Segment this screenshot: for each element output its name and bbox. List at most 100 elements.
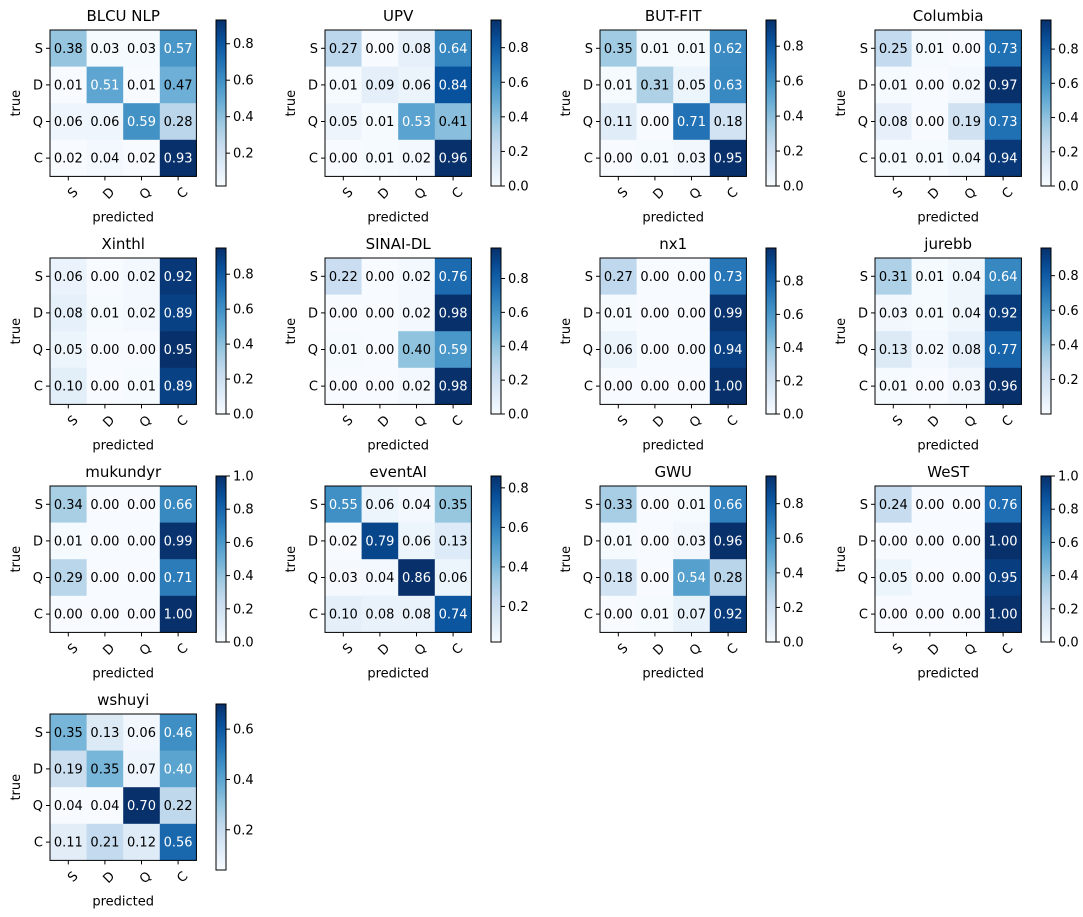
cell-value: 0.01 bbox=[329, 78, 358, 93]
cell-value: 0.09 bbox=[365, 78, 394, 93]
heatmap-cell bbox=[875, 522, 912, 560]
x-tick-label: D bbox=[100, 869, 118, 887]
heatmap-cell bbox=[709, 331, 747, 369]
heatmap-cell bbox=[325, 486, 362, 523]
cell-value: 0.10 bbox=[54, 380, 83, 395]
x-tick-label: Q bbox=[137, 869, 155, 887]
y-tick-label: D bbox=[308, 306, 318, 321]
heatmap-cell bbox=[325, 294, 362, 332]
heatmap-cell bbox=[911, 559, 949, 597]
cell-value: 0.00 bbox=[329, 380, 358, 395]
colorbar-tick-label: 0.8 bbox=[783, 275, 804, 290]
cell-value: 0.62 bbox=[714, 42, 743, 57]
cell-value: 0.35 bbox=[90, 762, 119, 777]
x-tick-label: S bbox=[65, 641, 81, 657]
cell-value: 0.19 bbox=[54, 762, 83, 777]
heatmap-cell bbox=[159, 66, 197, 104]
colorbar-tick-label: 0.6 bbox=[233, 74, 254, 89]
x-axis-label: predicted bbox=[917, 666, 979, 681]
cell-value: 0.96 bbox=[714, 534, 743, 549]
heatmap-cell bbox=[123, 750, 161, 788]
heatmap-cell bbox=[50, 367, 87, 405]
x-tick-label: Q bbox=[962, 185, 980, 203]
x-tick-label: S bbox=[890, 185, 906, 201]
cell-value: 0.00 bbox=[90, 270, 119, 285]
cell-value: 0.02 bbox=[127, 306, 156, 321]
y-axis-label: true bbox=[284, 318, 299, 345]
y-axis-label: true bbox=[834, 90, 849, 117]
cell-value: 0.56 bbox=[164, 836, 193, 851]
heatmap-cell bbox=[361, 30, 399, 67]
x-tick-label: Q bbox=[412, 413, 430, 431]
cell-value: 0.00 bbox=[952, 42, 981, 57]
cell-value: 0.22 bbox=[329, 270, 358, 285]
y-tick-label: S bbox=[35, 270, 43, 285]
heatmap-cell bbox=[123, 367, 161, 405]
cell-value: 0.66 bbox=[714, 498, 743, 513]
cell-value: 0.04 bbox=[90, 799, 119, 814]
colorbar-tick-label: 0.6 bbox=[1058, 77, 1079, 92]
confusion-matrix-panel: nx1 0.27 0.00 0.00 0.73 0.01 0.00 0.00 0.99 0.06 0… bbox=[559, 228, 820, 456]
heatmap-cell bbox=[709, 559, 747, 597]
heatmap-cell bbox=[159, 714, 197, 751]
heatmap-cell bbox=[123, 823, 161, 861]
heatmap-cell bbox=[398, 30, 436, 67]
x-tick-label: S bbox=[890, 413, 906, 429]
heatmap-cell bbox=[434, 522, 472, 560]
heatmap-cell bbox=[984, 258, 1022, 295]
cell-value: 0.01 bbox=[879, 152, 908, 167]
heatmap-cell bbox=[673, 294, 711, 332]
heatmap-cell bbox=[50, 750, 87, 788]
colorbar-tick-label: 0.6 bbox=[233, 303, 254, 318]
heatmap-cell bbox=[86, 367, 124, 405]
heatmap-cell bbox=[600, 30, 637, 67]
x-tick-label: S bbox=[615, 185, 631, 201]
y-tick-label: Q bbox=[308, 571, 318, 586]
cell-value: 0.66 bbox=[164, 498, 193, 513]
cell-value: 0.28 bbox=[164, 115, 193, 130]
cell-value: 1.00 bbox=[989, 608, 1018, 623]
cell-value: 0.64 bbox=[989, 270, 1018, 285]
y-tick-label: S bbox=[310, 270, 318, 285]
colorbar-tick-label: 0.4 bbox=[233, 110, 254, 125]
heatmap-cell bbox=[434, 331, 472, 369]
y-axis-label: true bbox=[834, 546, 849, 573]
x-tick-label: Q bbox=[137, 641, 155, 659]
heatmap-cell bbox=[636, 331, 674, 369]
cell-value: 0.02 bbox=[54, 152, 83, 167]
y-tick-label: D bbox=[858, 78, 868, 93]
cell-value: 0.28 bbox=[714, 571, 743, 586]
heatmap-cell bbox=[159, 139, 197, 177]
heatmap-cell bbox=[86, 787, 124, 825]
cell-value: 0.57 bbox=[164, 42, 193, 57]
heatmap-cell bbox=[600, 139, 637, 177]
y-tick-label: D bbox=[858, 534, 868, 549]
cell-value: 0.01 bbox=[640, 608, 669, 623]
x-axis-label: predicted bbox=[92, 438, 154, 453]
x-tick-label: C bbox=[174, 413, 191, 430]
colorbar-tick-label: 0.0 bbox=[508, 408, 529, 423]
heatmap-cell bbox=[948, 367, 986, 405]
cell-value: 0.24 bbox=[879, 498, 908, 513]
heatmap-cell bbox=[123, 139, 161, 177]
cell-value: 0.00 bbox=[90, 498, 119, 513]
cell-value: 0.05 bbox=[879, 571, 908, 586]
cell-value: 0.92 bbox=[714, 608, 743, 623]
heatmap-cell bbox=[159, 258, 197, 295]
cell-value: 0.54 bbox=[677, 571, 706, 586]
colorbar-tick-label: 0.0 bbox=[1058, 636, 1079, 651]
cell-value: 0.95 bbox=[989, 571, 1018, 586]
heatmap-cell bbox=[911, 331, 949, 369]
cell-value: 0.96 bbox=[439, 152, 468, 167]
y-tick-label: S bbox=[585, 270, 593, 285]
x-tick-label: C bbox=[724, 641, 741, 658]
panel-title: wshuyi bbox=[97, 691, 149, 709]
cell-value: 0.12 bbox=[127, 836, 156, 851]
heatmap-cell bbox=[398, 103, 436, 141]
y-tick-label: D bbox=[583, 78, 593, 93]
y-axis-label: true bbox=[284, 90, 299, 117]
cell-value: 0.08 bbox=[365, 608, 394, 623]
heatmap-frame bbox=[49, 29, 197, 177]
cell-value: 0.01 bbox=[329, 343, 358, 358]
heatmap-cell bbox=[911, 258, 949, 295]
